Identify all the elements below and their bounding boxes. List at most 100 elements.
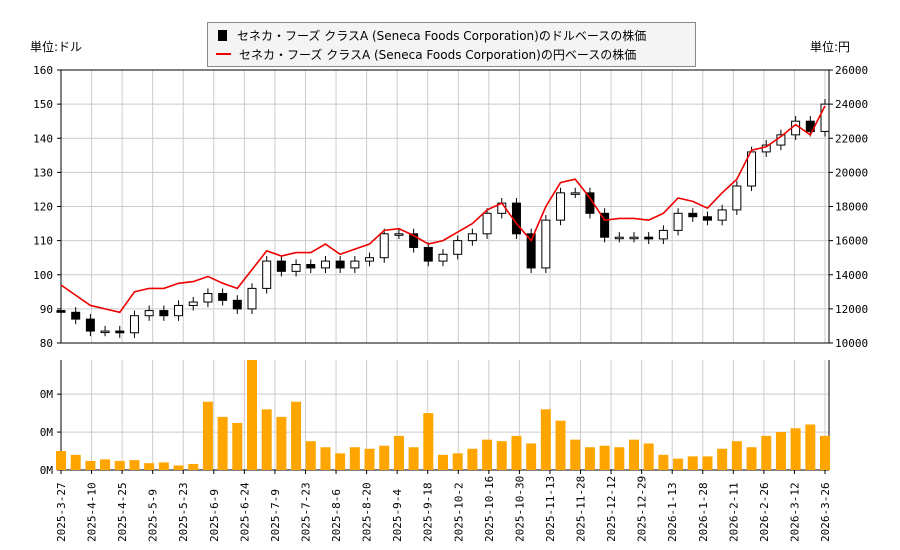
candle-body [614, 236, 624, 240]
x-tick-label: 2025-4-25 [116, 482, 129, 542]
y2-tick-label: 18000 [835, 201, 868, 214]
volume-bar [820, 435, 830, 470]
volume-bar [761, 435, 772, 470]
volume-bar [717, 448, 728, 470]
x-tick-label: 2025-9-18 [422, 482, 435, 542]
volume-bar [364, 448, 375, 470]
candle-body [115, 330, 125, 334]
volume-bar [731, 441, 742, 470]
y2-tick-label: 14000 [835, 269, 868, 282]
x-tick-label: 2026-1-13 [666, 482, 679, 542]
volume-bar [232, 422, 243, 470]
x-tick-label: 2025-3-27 [55, 482, 68, 542]
left-axis-unit: 単位:ドル [30, 40, 83, 54]
volume-bar [555, 420, 566, 470]
candle-body [629, 236, 639, 240]
volume-bar [702, 456, 713, 470]
candle-body [174, 304, 184, 317]
candle-body [732, 185, 742, 211]
candle-body [291, 264, 301, 272]
volume-bar [673, 458, 684, 470]
candle-body [71, 311, 81, 320]
candle-body [188, 301, 198, 306]
x-tick-label: 2025-4-10 [86, 482, 99, 542]
volume-bar [291, 401, 302, 470]
volume-bar [614, 447, 625, 470]
volume-tick-label: 0M [40, 464, 54, 477]
candle-body [306, 264, 316, 269]
volume-bar [173, 465, 184, 470]
volume-bar [423, 413, 434, 470]
x-tick-label: 2025-11-28 [575, 476, 588, 542]
x-tick-label: 2025-7-9 [269, 489, 282, 542]
candle-body [144, 310, 154, 317]
candle-body [482, 212, 492, 235]
volume-bar [687, 456, 698, 470]
legend-line-icon [216, 53, 231, 55]
candle-body [717, 209, 727, 221]
candle-body [644, 236, 654, 240]
candle-body [159, 310, 169, 317]
candle-body [129, 315, 139, 334]
candle-body [247, 287, 257, 310]
y-tick-label: 140 [33, 132, 53, 145]
candle-body [526, 233, 536, 269]
y-tick-label: 150 [33, 98, 53, 111]
volume-bar [349, 447, 360, 470]
volume-bar [320, 447, 331, 470]
candle-body [276, 260, 286, 272]
volume-bar [452, 453, 463, 470]
candle-body [541, 219, 551, 269]
right-axis-unit: 単位:円 [810, 40, 851, 54]
x-tick-label: 2025-7-23 [299, 482, 312, 542]
volume-bar [276, 416, 287, 470]
candle-body [365, 257, 375, 262]
x-tick-label: 2026-2-26 [758, 482, 771, 542]
candle-body [409, 233, 419, 248]
volume-bar [658, 454, 669, 470]
candle-body [688, 212, 698, 218]
candle-body [673, 212, 683, 231]
candle-body [600, 212, 610, 238]
x-tick-label: 2025-12-29 [636, 476, 649, 542]
volume-bar [188, 463, 199, 470]
x-tick-label: 2025-6-9 [208, 489, 221, 542]
candle-body [100, 330, 110, 334]
y2-tick-label: 26000 [835, 64, 868, 77]
x-tick-label: 2026-3-12 [788, 482, 801, 542]
candle-body [320, 260, 330, 269]
y2-tick-label: 12000 [835, 303, 868, 316]
x-tick-label: 2025-8-6 [330, 489, 343, 542]
volume-bar [629, 439, 639, 470]
candle-body [335, 260, 345, 269]
volume-bar [746, 447, 757, 470]
y-tick-label: 80 [40, 337, 53, 350]
candle-body [218, 293, 228, 301]
x-tick-label: 2026-2-11 [727, 482, 740, 542]
legend-square-icon [218, 29, 227, 41]
volume-bar [643, 443, 654, 470]
x-tick-label: 2025-11-13 [544, 476, 557, 542]
candle-body [350, 260, 360, 269]
candle-body [702, 216, 712, 221]
volume-bar [305, 441, 316, 470]
volume-bar [85, 460, 96, 470]
jpy-price-line [60, 105, 826, 314]
candle-body [203, 293, 213, 303]
volume-tick-label: 0M [40, 388, 54, 401]
volume-bar [393, 435, 404, 470]
candle-body [262, 260, 272, 289]
legend-item-jpy: セネカ・フーズ クラスA (Seneca Foods Corporation)の… [216, 45, 636, 63]
candle-body [438, 253, 448, 262]
y-tick-label: 90 [40, 303, 53, 316]
volume-bar [467, 448, 478, 470]
volume-bar [526, 443, 537, 470]
candle-body [394, 233, 404, 236]
candle-body [791, 120, 801, 136]
x-tick-label: 2026-1-28 [697, 482, 710, 542]
y-tick-label: 110 [33, 235, 53, 248]
volume-bar [482, 439, 493, 470]
volume-bar [379, 445, 390, 470]
x-tick-label: 2026-3-26 [819, 482, 832, 542]
